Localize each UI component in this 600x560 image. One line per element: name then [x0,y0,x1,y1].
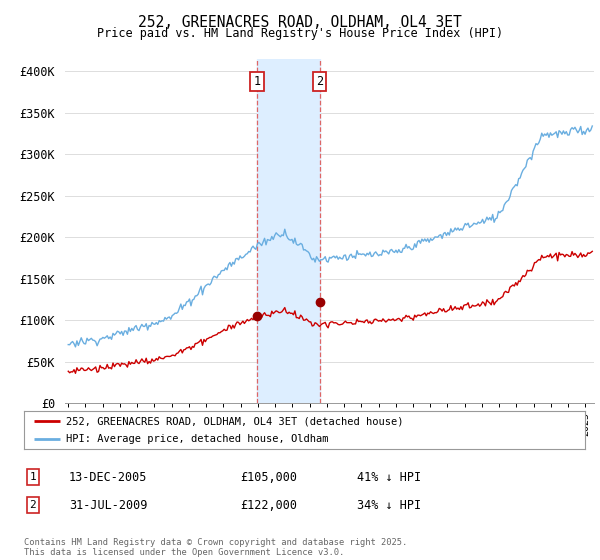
Text: 13-DEC-2005: 13-DEC-2005 [69,470,148,484]
Text: HPI: Average price, detached house, Oldham: HPI: Average price, detached house, Oldh… [66,434,329,444]
Text: 2: 2 [316,74,323,88]
Text: 1: 1 [253,74,260,88]
Text: 252, GREENACRES ROAD, OLDHAM, OL4 3ET: 252, GREENACRES ROAD, OLDHAM, OL4 3ET [138,15,462,30]
Text: 1: 1 [29,472,37,482]
Text: £105,000: £105,000 [240,470,297,484]
Text: £122,000: £122,000 [240,498,297,512]
Text: 2: 2 [29,500,37,510]
Text: Contains HM Land Registry data © Crown copyright and database right 2025.
This d: Contains HM Land Registry data © Crown c… [24,538,407,557]
Bar [257,59,320,403]
Text: Price paid vs. HM Land Registry's House Price Index (HPI): Price paid vs. HM Land Registry's House … [97,27,503,40]
Text: 31-JUL-2009: 31-JUL-2009 [69,498,148,512]
Text: 34% ↓ HPI: 34% ↓ HPI [357,498,421,512]
Text: 252, GREENACRES ROAD, OLDHAM, OL4 3ET (detached house): 252, GREENACRES ROAD, OLDHAM, OL4 3ET (d… [66,416,404,426]
Text: 41% ↓ HPI: 41% ↓ HPI [357,470,421,484]
